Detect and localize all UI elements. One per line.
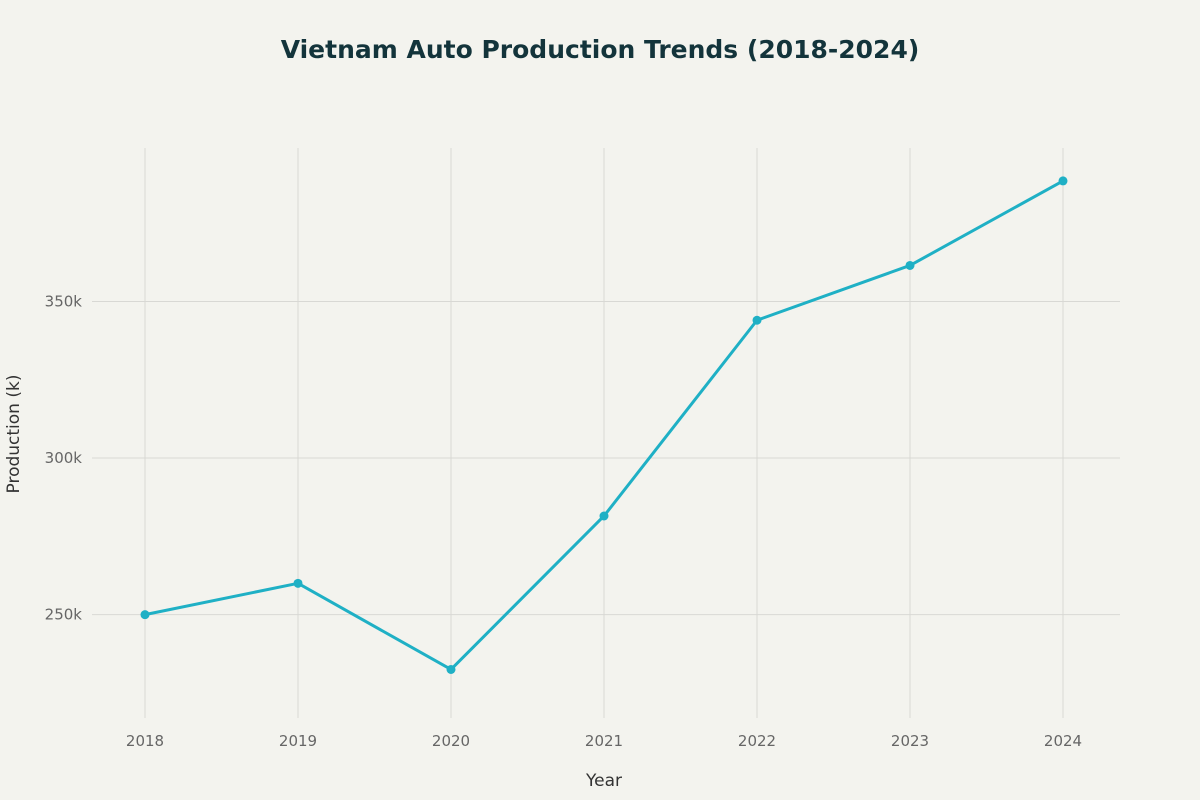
- y-tick-label-250: 250k: [45, 606, 83, 624]
- x-tick-label-2024: 2024: [1044, 732, 1082, 750]
- x-tick-label-2020: 2020: [432, 732, 470, 750]
- x-tick-label-2023: 2023: [891, 732, 929, 750]
- tick-labels: 2018 2019 2020 2021 2022 2023 2024 250k 300k 350k: [45, 292, 1082, 750]
- x-tick-label-2019: 2019: [279, 732, 317, 750]
- data-point-2024: [1058, 176, 1068, 186]
- data-point-2021: [599, 511, 609, 521]
- data-point-2022: [752, 315, 762, 325]
- x-tick-label-2022: 2022: [738, 732, 776, 750]
- grid: [92, 148, 1120, 718]
- chart-title: Vietnam Auto Production Trends (2018-202…: [281, 35, 920, 64]
- y-tick-label-350: 350k: [45, 292, 83, 310]
- data-point-2020: [446, 664, 456, 674]
- y-tick-label-300: 300k: [45, 449, 83, 467]
- y-axis-title: Production (k): [4, 375, 24, 494]
- x-axis-title: Year: [585, 771, 622, 791]
- series: [140, 176, 1068, 674]
- data-point-2023: [905, 260, 915, 270]
- x-tick-label-2018: 2018: [126, 732, 164, 750]
- x-tick-label-2021: 2021: [585, 732, 623, 750]
- data-point-2018: [140, 610, 150, 620]
- data-point-2019: [293, 578, 303, 588]
